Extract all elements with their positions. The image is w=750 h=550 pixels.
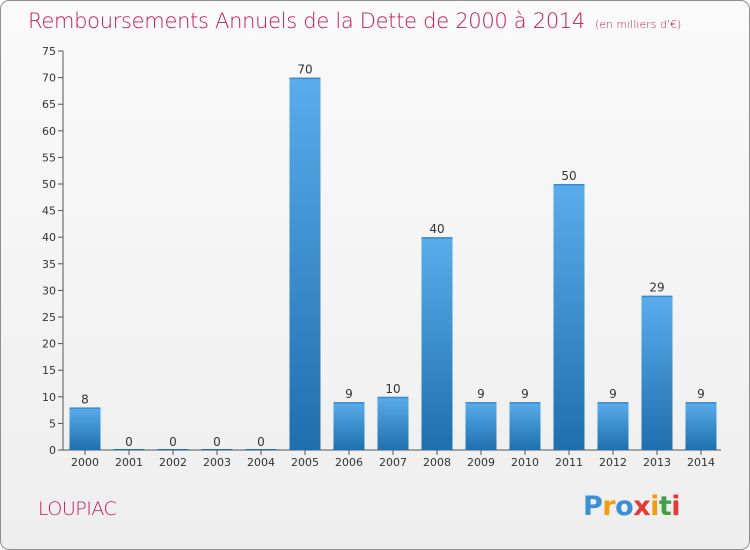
bar-top-edge [465,402,497,404]
y-tick-label: 5 [49,417,56,430]
x-tick-label: 2013 [643,456,671,469]
bar-top-edge [509,402,541,404]
bar-top-edge [553,184,585,186]
logo-letter: x [633,491,651,522]
value-label: 9 [345,387,353,401]
bar-2014 [685,402,717,450]
value-label: 10 [385,382,400,396]
bar-2012 [597,402,629,450]
logo-letter: t [658,491,672,522]
bar-2005 [289,77,321,450]
y-tick-label: 45 [42,205,56,218]
y-tick-label: 50 [42,178,56,191]
value-label: 29 [649,281,664,295]
x-axis: 2000 2001 2002 2003 2004 2005 2006 2007 2008 2009… [63,449,721,469]
y-tick-label: 10 [42,391,56,404]
y-tick-label: 70 [42,72,56,85]
bar-2013 [641,295,673,450]
y-tick-label: 60 [42,125,56,138]
bar-top-edge [641,295,673,298]
value-label: 0 [169,435,177,449]
bar-2003 [201,449,233,450]
value-label: 8 [81,392,89,406]
value-label: 40 [429,222,444,236]
bar-2000 [69,407,101,450]
bar-2006 [333,402,365,450]
value-label: 9 [609,387,617,401]
y-axis: 0 5 10 15 20 25 30 35 40 45 50 55 60 65 70 75 [42,45,64,457]
x-tick-label: 2007 [379,456,407,469]
y-tick-label: 75 [42,45,56,58]
x-tick-label: 2005 [291,456,319,469]
value-label: 0 [213,435,221,449]
x-tick-label: 2000 [71,456,99,469]
x-tick-label: 2003 [203,456,231,469]
commune-name: LOUPIAC [38,498,117,520]
logo-letter: i [650,491,659,522]
y-tick-label: 35 [42,258,56,271]
y-tick-label: 55 [42,151,56,164]
proxiti-logo: Proxiti [583,491,681,522]
chart-title-text: Remboursements Annuels de la Dette de 20… [28,9,585,33]
x-tick-label: 2010 [511,456,539,469]
y-tick-label: 30 [42,284,56,297]
x-tick-label: 2004 [247,456,275,469]
x-tick-label: 2002 [159,456,187,469]
bar-2011 [553,184,585,450]
logo-letter: i [671,491,681,522]
y-tick-label: 20 [42,338,56,351]
bar-top-edge [69,407,101,409]
bar-2004 [245,449,277,450]
value-label: 0 [257,435,265,449]
value-label: 9 [521,387,529,401]
x-tick-label: 2011 [555,456,583,469]
value-label: 0 [125,435,133,449]
x-tick-label: 2008 [423,456,451,469]
logo-letter: P [583,491,603,522]
bar-top-edge [597,402,629,404]
value-label: 70 [297,63,312,77]
bar-top-edge [289,77,321,80]
y-tick-label: 65 [42,98,56,111]
bar-2008 [421,237,453,450]
y-tick-label: 40 [42,231,56,244]
value-label: 9 [697,387,705,401]
x-tick-label: 2001 [115,456,143,469]
value-label: 50 [561,169,576,183]
x-tick-label: 2012 [599,456,627,469]
y-tick-label: 25 [42,311,56,324]
bar-top-edge [377,396,409,399]
y-tick-label: 0 [49,444,56,457]
bar-top-edge [421,237,453,239]
bar-2002 [157,449,189,450]
value-labels-group: 8 0 0 0 0 70 9 10 40 9 9 50 9 29 9 [81,63,705,449]
bar-top-edge [333,402,365,404]
y-tick-label: 15 [42,364,56,377]
bar-2001 [113,449,145,450]
bar-2007 [377,396,409,450]
logo-letter: o [615,491,634,522]
bars-group [69,77,717,450]
chart-subtitle: (en milliers d'€) [595,18,682,31]
x-tick-label: 2009 [467,456,495,469]
x-tick-label: 2006 [335,456,363,469]
logo-letter: r [602,491,616,522]
chart-title: Remboursements Annuels de la Dette de 20… [28,9,681,33]
bar-top-edge [685,402,717,404]
value-label: 9 [477,387,485,401]
x-tick-label: 2014 [687,456,715,469]
bar-2010 [509,402,541,450]
bar-2009 [465,402,497,450]
